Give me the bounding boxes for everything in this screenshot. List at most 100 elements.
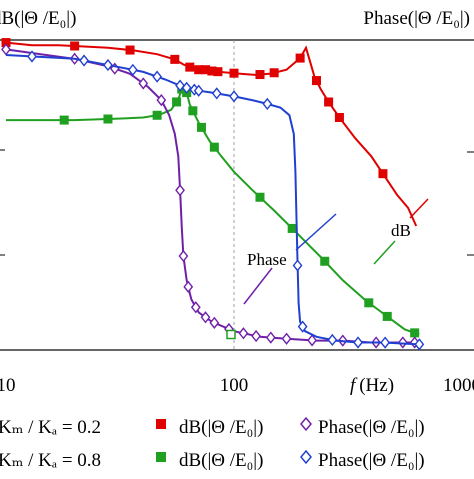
x-axis-label-symbol: f [350, 375, 358, 396]
legend-marker-db-red [156, 419, 166, 429]
data-point-diamond [281, 332, 292, 345]
data-point-square [269, 68, 279, 78]
legend-db-label: dB(|Θ /E₀|) [179, 417, 263, 438]
data-point-diamond [297, 320, 308, 333]
data-point-diamond [380, 336, 391, 349]
data-point-square [188, 106, 198, 116]
legend-row: Kₘ / Kₐ = 0.2 dB(|Θ /E₀|) Phase(|Θ /E₀|) [0, 416, 425, 438]
data-point-diamond [265, 331, 276, 344]
annotation-db-leader-green [373, 240, 396, 265]
data-point-diamond [307, 334, 317, 347]
outlier-point [226, 329, 236, 340]
data-point-square [324, 97, 334, 107]
data-point-square [320, 256, 330, 266]
legend-row: Kₘ / Kₐ = 0.8 dB(|Θ /E₀|) Phase(|Θ /E₀|) [0, 449, 425, 471]
data-point-diamond [138, 77, 149, 90]
data-point-square [410, 328, 420, 338]
data-point-diamond [156, 94, 167, 107]
annotation-db-leader-red [409, 198, 429, 219]
x-tick-label-10: 10 [0, 375, 16, 396]
series-line-dB-0 [5, 41, 418, 227]
data-point-square [185, 62, 195, 72]
data-point-diamond [178, 249, 189, 263]
data-point-square [196, 122, 206, 132]
x-tick-label-1000: 1000 [443, 375, 474, 396]
data-point-diamond [292, 259, 303, 272]
data-point-square [172, 97, 182, 107]
data-point-diamond [27, 50, 37, 63]
data-point-diamond [209, 316, 220, 329]
data-point-square [378, 169, 388, 179]
data-point-diamond [190, 301, 201, 314]
data-point-diamond [327, 333, 338, 347]
legend-marker-phase-purple [300, 416, 312, 432]
data-point-diamond [193, 84, 204, 97]
left-axis-title: dB(|Θ /E₀|) [0, 8, 76, 29]
data-point-square [59, 115, 69, 125]
data-point-square [255, 70, 265, 80]
legend-marker-phase-blue [300, 449, 312, 465]
data-point-diamond [152, 70, 163, 83]
data-point-diamond [183, 280, 194, 293]
data-point-square [213, 67, 223, 77]
x-tick-labels: 10 100 1000 [0, 375, 474, 396]
right-axis-ticks [467, 151, 474, 256]
data-point-diamond [211, 87, 222, 100]
data-point-diamond [414, 338, 425, 351]
data-point-square [229, 68, 239, 78]
data-point-diamond [175, 79, 185, 92]
legend-db-label: dB(|Θ /E₀|) [179, 450, 263, 471]
data-point-diamond [103, 58, 113, 72]
legend-marker-db-green [156, 452, 166, 462]
data-point-square [1, 38, 11, 48]
data-point-diamond [181, 81, 192, 94]
right-axis-title: Phase(|Θ /E₀|) [363, 8, 470, 29]
plot-frame [0, 39, 474, 351]
data-point-square [201, 65, 211, 75]
x-axis-label: f (Hz) [350, 375, 394, 396]
data-point-square [364, 298, 374, 308]
data-point-square [207, 66, 217, 76]
annotation-phase-label: Phase [247, 250, 287, 269]
data-point-square [209, 142, 219, 152]
series-layer [1, 38, 425, 351]
data-point-square [103, 114, 113, 124]
legend: Kₘ / Kₐ = 0.2 dB(|Θ /E₀|) Phase(|Θ /E₀|)… [0, 416, 425, 471]
data-point-diamond [200, 311, 211, 324]
data-point-diamond [238, 327, 249, 340]
data-point-diamond [397, 336, 408, 349]
data-point-square [334, 113, 344, 122]
data-point-diamond [353, 336, 363, 349]
x-axis-label-unit: (Hz) [359, 375, 394, 396]
annotation-phase-leader-purple [243, 267, 273, 305]
data-point-square [287, 223, 297, 233]
legend-group-label: Kₘ / Kₐ = 0.8 [0, 450, 101, 471]
legend-phase-label: Phase(|Θ /E₀|) [318, 417, 425, 438]
left-axis-ticks [0, 149, 5, 256]
data-point-square [382, 311, 392, 321]
data-point-diamond [1, 43, 11, 56]
data-point-square [311, 76, 321, 86]
data-point-square [152, 110, 162, 120]
data-point-diamond [229, 90, 239, 103]
data-point-diamond [175, 184, 185, 197]
data-point-square [125, 45, 135, 55]
data-point-diamond [127, 63, 138, 76]
data-point-square [295, 53, 305, 63]
legend-group-label: Kₘ / Kₐ = 0.2 [0, 417, 101, 438]
data-point-diamond [79, 54, 89, 67]
data-point-diamond [251, 329, 261, 343]
data-point-diamond [262, 97, 273, 110]
data-point-square [170, 54, 180, 64]
annotation-phase-leader-blue [295, 213, 337, 251]
x-tick-label-100: 100 [220, 375, 249, 396]
series-line-phase-3 [5, 54, 420, 346]
annotation-layer: Phase dB [243, 198, 429, 305]
legend-phase-label: Phase(|Θ /E₀|) [318, 450, 425, 471]
data-point-square [255, 192, 265, 202]
data-point-square [194, 65, 204, 75]
annotation-db-label: dB [391, 221, 411, 240]
data-point-square [70, 41, 80, 51]
